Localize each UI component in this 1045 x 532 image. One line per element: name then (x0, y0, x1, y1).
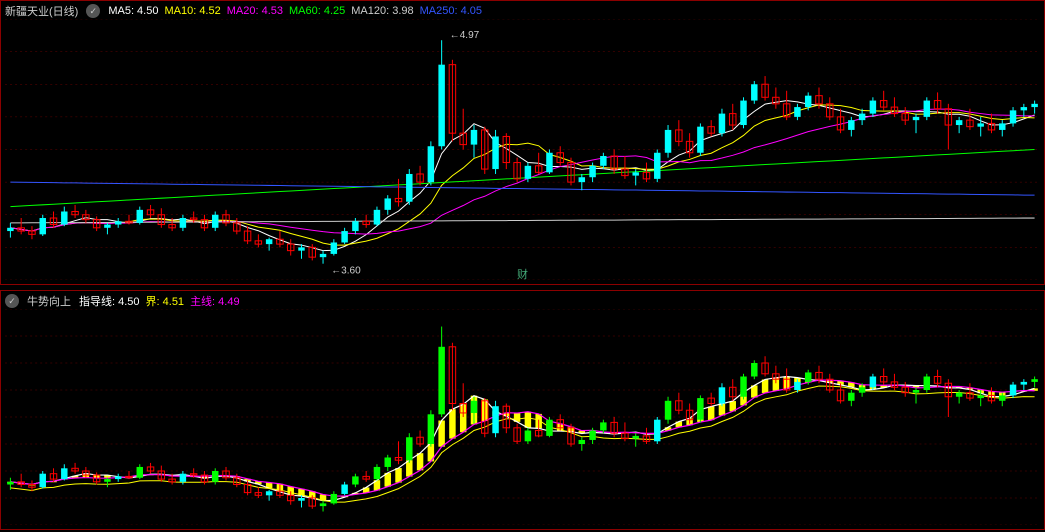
indicator-legend-item: 主线: 4.49 (190, 296, 240, 308)
settings-badge-icon[interactable]: ✓ (86, 4, 100, 18)
svg-text:←4.97: ←4.97 (450, 30, 480, 41)
indicator-chart-area[interactable] (5, 309, 1040, 525)
ma-legend-item: MA60: 4.25 (289, 5, 345, 17)
indicator-legend-item: 界: 4.51 (146, 296, 185, 308)
indicator-header: ✓ 牛势向上 指导线: 4.50 界: 4.51 主线: 4.49 (5, 293, 246, 309)
svg-text:←3.60: ←3.60 (331, 266, 361, 277)
settings-badge-icon[interactable]: ✓ (5, 294, 19, 308)
main-chart-panel[interactable]: 新疆天业(日线) ✓ MA5: 4.50 MA10: 4.52 MA20: 4.53… (0, 0, 1045, 285)
ma-legend-item: MA250: 4.05 (420, 5, 482, 17)
main-chart-area[interactable]: ←4.97 ←3.60 (5, 19, 1040, 280)
indicator-legend-item: 指导线: 4.50 (79, 296, 140, 308)
main-chart-header: 新疆天业(日线) ✓ MA5: 4.50 MA10: 4.52 MA20: 4.53… (5, 3, 488, 19)
ma-legend-item: MA10: 4.52 (164, 5, 220, 17)
ma-legend: MA5: 4.50 MA10: 4.52 MA20: 4.53 MA60: 4.25 M… (108, 5, 488, 17)
indicator-chart-panel[interactable]: ✓ 牛势向上 指导线: 4.50 界: 4.51 主线: 4.49 (0, 290, 1045, 530)
indicator-title: 牛势向上 (27, 293, 71, 309)
indicator-legend: 指导线: 4.50 界: 4.51 主线: 4.49 (79, 293, 246, 309)
ma-legend-item: MA120: 3.98 (351, 5, 413, 17)
stock-title: 新疆天业(日线) (5, 3, 78, 19)
ma-legend-item: MA20: 4.53 (227, 5, 283, 17)
ma-legend-item: MA5: 4.50 (108, 5, 158, 17)
watermark-text: 财 (517, 266, 528, 282)
